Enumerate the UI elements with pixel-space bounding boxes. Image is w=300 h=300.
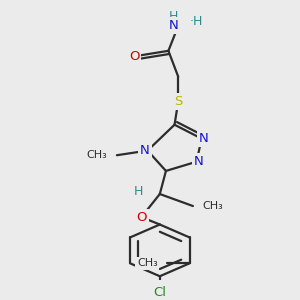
Text: CH₃: CH₃ (86, 150, 107, 160)
Text: N: N (140, 144, 150, 157)
Text: CH₃: CH₃ (203, 201, 224, 211)
Text: S: S (174, 95, 182, 108)
Text: H: H (133, 185, 142, 198)
Text: O: O (129, 50, 139, 63)
Text: H: H (169, 10, 178, 23)
Text: ·H: ·H (190, 15, 203, 28)
Text: O: O (136, 211, 147, 224)
Text: N: N (199, 132, 209, 145)
Text: CH₃: CH₃ (137, 258, 158, 268)
Text: Cl: Cl (153, 286, 166, 299)
Text: N: N (194, 155, 204, 168)
Text: N: N (168, 20, 178, 32)
